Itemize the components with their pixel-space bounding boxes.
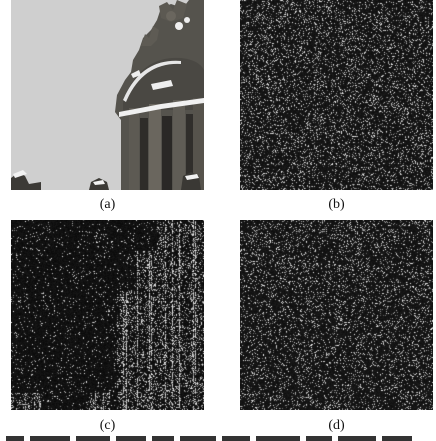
figure-panel-c-edge-map (11, 220, 204, 410)
noise-image-d (240, 220, 433, 410)
edge-map-image-c (11, 220, 204, 410)
figure-panel-a-photo (11, 0, 204, 190)
noise-image-b (240, 0, 433, 190)
building-photo-image (11, 0, 204, 190)
panel-b-caption: (b) (328, 197, 345, 212)
panel-d-caption: (d) (328, 418, 345, 433)
panel-c-caption: (c) (99, 418, 116, 433)
panel-a-caption: (a) (99, 197, 116, 212)
truncated-text-line (6, 436, 432, 441)
figure-panel-b-noise (240, 0, 433, 190)
figure-panel-d-noise (240, 220, 433, 410)
